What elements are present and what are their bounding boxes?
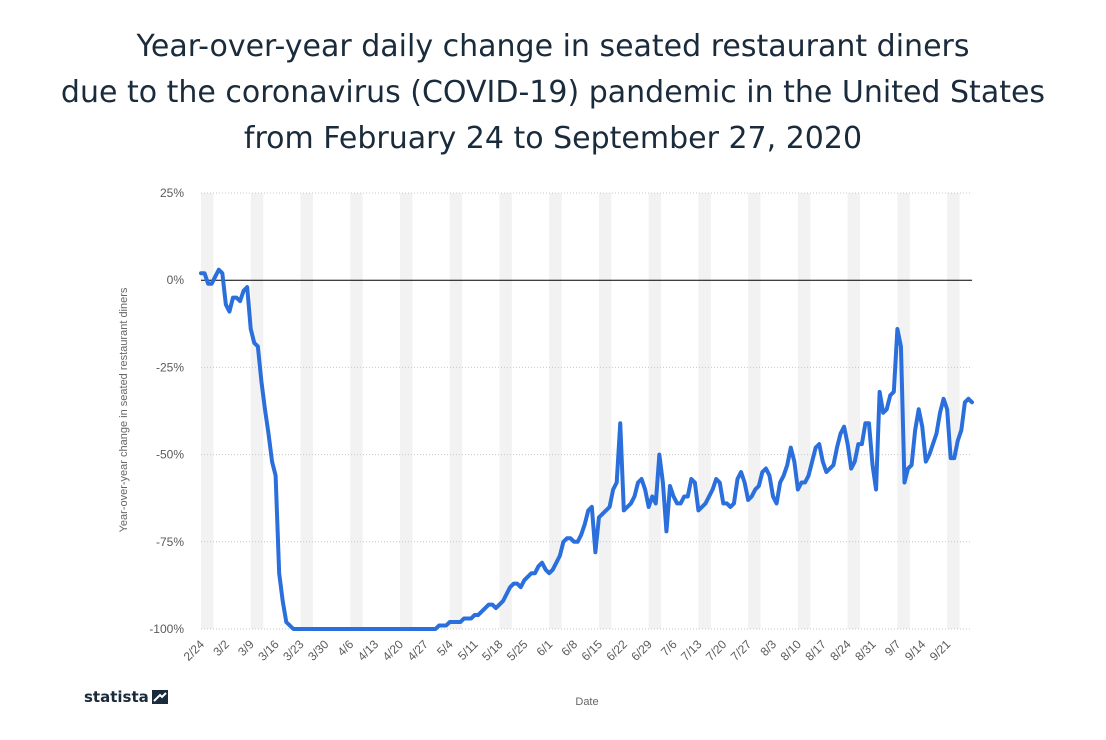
x-tick-label: 6/15 <box>579 637 606 664</box>
x-tick-label: 9/7 <box>882 637 904 659</box>
x-tick-label: 7/13 <box>678 637 705 664</box>
x-tick-label: 4/6 <box>335 637 357 659</box>
x-tick-label: 6/1 <box>534 637 556 659</box>
week-band <box>847 193 861 629</box>
series-line <box>199 267 974 631</box>
week-bands <box>201 193 960 629</box>
statista-logo-text: statista <box>84 688 149 706</box>
week-band <box>499 193 512 629</box>
statista-logo-icon <box>151 690 168 704</box>
x-tick-label: 3/16 <box>255 637 282 664</box>
x-tick-label: 8/31 <box>852 637 879 664</box>
y-tick-label: -50% <box>156 448 184 462</box>
week-band <box>947 193 960 629</box>
week-band <box>549 193 562 629</box>
week-band <box>797 193 811 629</box>
x-tick-label: 4/27 <box>405 637 432 664</box>
x-tick-label: 3/23 <box>280 637 307 664</box>
x-tick-label: 5/4 <box>434 637 456 659</box>
x-tick-label: 3/2 <box>210 637 232 659</box>
week-band <box>300 193 313 629</box>
x-tick-label: 5/25 <box>504 637 531 664</box>
week-band <box>201 193 214 629</box>
week-band <box>748 193 761 629</box>
series-layer <box>199 267 974 631</box>
x-tick-label: 9/14 <box>902 637 929 664</box>
x-tick-label: 5/18 <box>479 637 506 664</box>
x-tick-label: 9/21 <box>927 637 954 664</box>
week-band <box>449 193 463 629</box>
week-band <box>648 193 662 629</box>
y-tick-label: -100% <box>149 622 184 636</box>
x-tick-label: 4/13 <box>355 637 382 664</box>
chart-title: Year-over-year daily change in seated re… <box>0 24 1106 162</box>
x-tick-label: 5/11 <box>455 637 481 663</box>
x-tick-label: 7/27 <box>728 637 755 664</box>
week-band <box>598 193 612 629</box>
week-band <box>399 193 413 629</box>
x-tick-label: 6/29 <box>628 637 655 664</box>
x-tick-label: 7/20 <box>703 637 730 664</box>
x-tick-label: 3/9 <box>235 637 257 659</box>
x-tick-label: 6/22 <box>604 637 631 664</box>
x-tick-label: 4/20 <box>380 637 407 664</box>
gridlines <box>201 192 972 630</box>
chart-title-line-1: Year-over-year daily change in seated re… <box>136 29 970 64</box>
chart-title-line-3: from February 24 to September 27, 2020 <box>243 121 863 156</box>
y-axis-ticks: 25% 0% -25% -50% -75% -100% <box>149 186 184 636</box>
chart-title-line-2: due to the coronavirus (COVID-19) pandem… <box>60 75 1046 110</box>
x-tick-label: 2/24 <box>181 637 208 664</box>
x-tick-label: 8/10 <box>778 637 805 664</box>
x-tick-label: 8/24 <box>827 637 854 664</box>
x-tick-label: 3/30 <box>305 637 332 664</box>
y-tick-label: -25% <box>156 360 184 374</box>
x-tick-label: 8/3 <box>757 637 779 659</box>
statista-logo: statista <box>84 688 168 706</box>
y-tick-label: 0% <box>167 273 185 287</box>
y-tick-label: 25% <box>160 186 184 200</box>
week-band <box>350 193 363 629</box>
x-tick-label: 8/17 <box>802 637 829 664</box>
x-axis-label: Date <box>575 696 598 708</box>
x-axis-ticks: 2/24 3/2 3/93/163/233/30 4/64/134/204/27 5/4… <box>181 637 954 664</box>
y-axis-label: Year-over-year change in seated restaura… <box>118 287 130 532</box>
week-band <box>250 193 264 629</box>
x-tick-label: 7/6 <box>658 637 680 659</box>
x-tick-label: 6/8 <box>558 637 580 659</box>
week-band <box>698 193 711 629</box>
y-tick-label: -75% <box>156 535 184 549</box>
